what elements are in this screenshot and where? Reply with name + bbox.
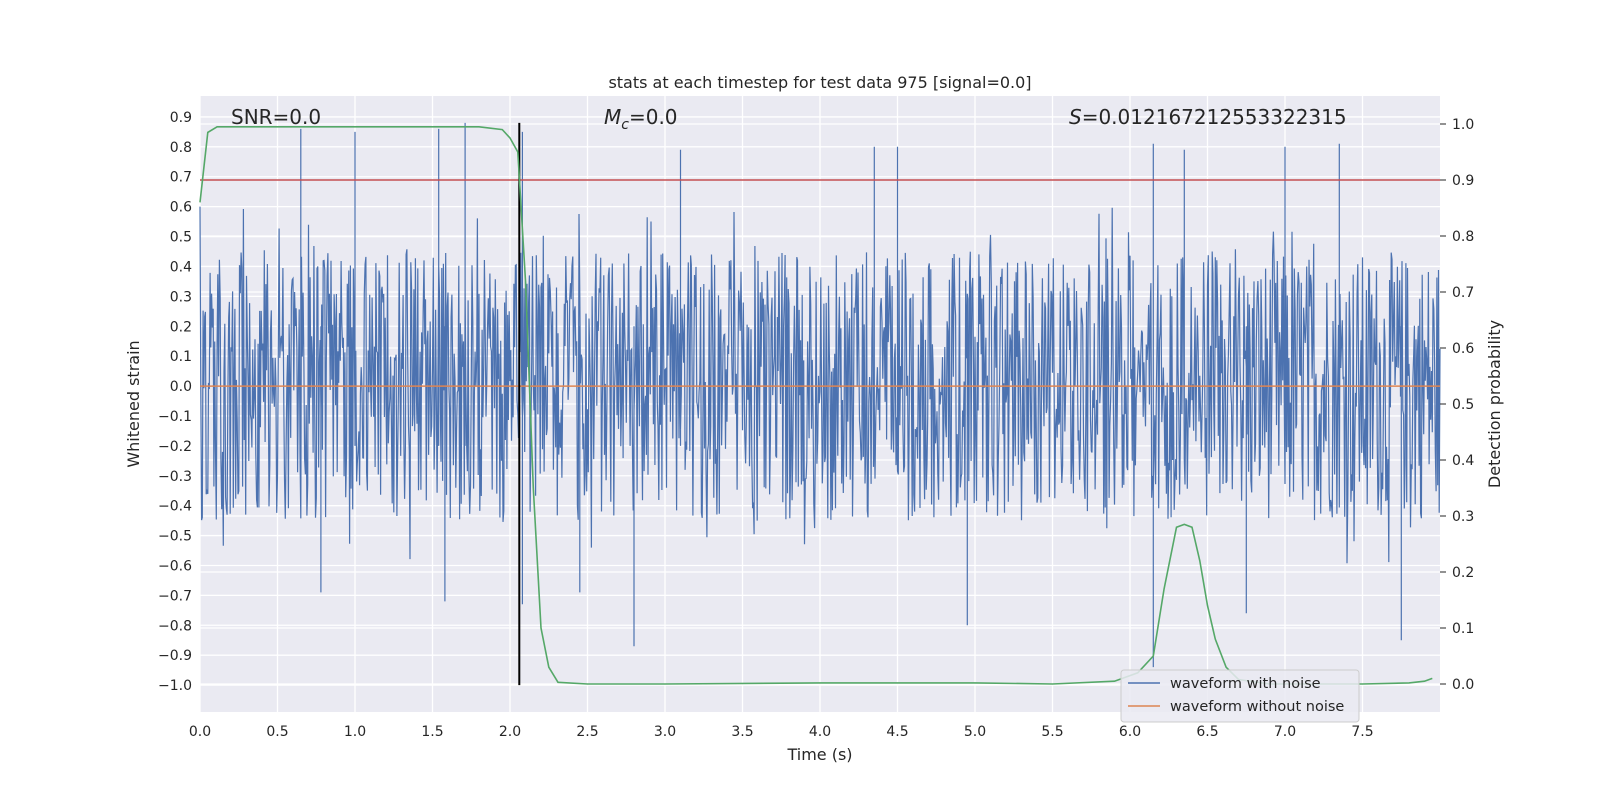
y-right-tick-label: 0.9 [1452,173,1474,189]
mc-subscript: c [621,117,629,133]
chart-title: stats at each timestep for test data 975… [608,73,1031,92]
y-left-tick-label: 0.1 [170,349,192,365]
y-left-tick-label: 0.7 [170,170,192,186]
y-axis-right-label: Detection probability [1485,320,1504,488]
x-tick-label: 5.5 [1041,724,1063,740]
y-left-tick-label: 0.0 [170,379,192,395]
y-left-tick-label: −0.1 [158,409,192,425]
legend-box [1120,669,1360,723]
y-right-tick-label: 0.7 [1452,285,1474,301]
x-tick-label: 0.5 [266,724,288,740]
y-left-tick-label: −0.9 [158,648,192,664]
y-left-tick-label: 0.5 [170,230,192,246]
data-layer [199,122,1441,686]
legend: waveform with noise waveform without noi… [1120,669,1360,723]
x-tick-label: 4.5 [886,724,908,740]
x-tick-label: 1.0 [344,724,366,740]
y-left-tick-label: −0.7 [158,588,192,604]
y-left-tick-label: 0.4 [170,259,192,275]
y-left-tick-label: 0.3 [170,289,192,305]
y-right-tick-label: 0.1 [1452,621,1474,637]
mc-value: =0.0 [629,105,678,129]
y-right-tick-label: 0.4 [1452,453,1474,469]
series-waveform-with-noise [199,122,1441,668]
y-left-tick-label: −0.5 [158,529,192,545]
y-left-tick-label: −0.8 [158,618,192,634]
x-tick-label: 3.5 [731,724,753,740]
x-tick-label: 7.5 [1351,724,1373,740]
x-tick-label: 4.0 [809,724,831,740]
x-tick-label: 1.5 [421,724,443,740]
y-right-tick-label: 0.5 [1452,397,1474,413]
y-right-tick-label: 0.6 [1452,341,1474,357]
x-axis-label: Time (s) [786,745,852,764]
x-tick-label: 7.0 [1274,724,1296,740]
y-left-tick-label: 0.2 [170,319,192,335]
y-left-tick-label: 0.8 [170,140,192,156]
x-tick-label: 0.0 [189,724,211,740]
y-right-tick-label: 0.2 [1452,565,1474,581]
grid [199,96,1440,712]
x-tick-label: 5.0 [964,724,986,740]
y-left-tick-label: −0.4 [158,499,192,515]
s-symbol: S [1069,105,1082,129]
x-tick-label: 6.0 [1119,724,1141,740]
y-axis-left-label: Whitened strain [124,340,143,467]
y-right-tick-label: 1.0 [1452,117,1474,133]
y-left-tick-label: −0.6 [158,558,192,574]
ticks: 0.0 0.5 1.0 1.5 2.0 2.5 3.0 3.5 4.0 4.5 5.0 5.5 6.0 6… [158,110,1474,740]
x-tick-label: 6.5 [1196,724,1218,740]
mc-symbol: M [604,105,621,129]
legend-label-clean: waveform without noise [1170,699,1344,715]
y-right-tick-label: 0.0 [1452,677,1474,693]
y-left-tick-label: 0.6 [170,200,192,216]
y-right-tick-label: 0.8 [1452,229,1474,245]
series-detection-probability [199,126,1433,685]
snr-annotation: SNR=0.0 [231,105,321,129]
y-left-tick-label: 0.9 [170,110,192,126]
chirp-mass-annotation: Mc=0.0 [604,105,678,133]
x-tick-label: 2.5 [576,724,598,740]
y-right-tick-label: 0.3 [1452,509,1474,525]
y-left-tick-label: −0.3 [158,469,192,485]
x-tick-label: 3.0 [654,724,676,740]
y-left-tick-label: −1.0 [158,678,192,694]
s-value: =0.012167212553322315 [1082,105,1347,129]
y-left-tick-label: −0.2 [158,439,192,455]
x-tick-label: 2.0 [499,724,521,740]
legend-label-noise: waveform with noise [1170,676,1321,692]
s-annotation: S=0.012167212553322315 [1069,105,1347,129]
